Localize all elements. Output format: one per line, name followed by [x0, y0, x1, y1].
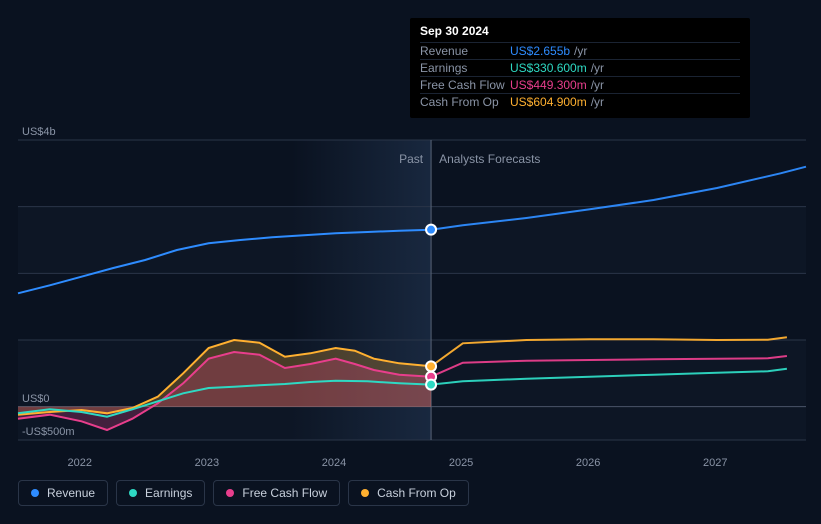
- tooltip-value: US$2.655b: [510, 44, 570, 58]
- tooltip-unit: /yr: [591, 95, 604, 109]
- legend-item-earnings[interactable]: Earnings: [116, 480, 205, 506]
- tooltip-row: EarningsUS$330.600m/yr: [420, 59, 740, 76]
- tooltip-key: Revenue: [420, 44, 510, 58]
- x-axis-label: 2026: [576, 457, 600, 469]
- tooltip-unit: /yr: [591, 61, 604, 75]
- marker-earnings: [426, 380, 436, 390]
- y-axis-label: US$0: [22, 393, 50, 405]
- x-axis-label: 2022: [68, 457, 92, 469]
- legend-item-cfo[interactable]: Cash From Op: [348, 480, 469, 506]
- x-axis-label: 2024: [322, 457, 346, 469]
- y-axis-label: -US$500m: [22, 426, 75, 438]
- legend-dot: [226, 489, 234, 497]
- legend-dot: [129, 489, 137, 497]
- x-axis-label: 2025: [449, 457, 473, 469]
- legend-item-fcf[interactable]: Free Cash Flow: [213, 480, 340, 506]
- past-label: Past: [399, 152, 423, 166]
- tooltip-row: RevenueUS$2.655b/yr: [420, 42, 740, 59]
- y-axis-label: US$4b: [22, 126, 56, 138]
- legend-dot: [361, 489, 369, 497]
- marker-revenue: [426, 225, 436, 235]
- legend-label: Cash From Op: [377, 486, 456, 500]
- legend-item-revenue[interactable]: Revenue: [18, 480, 108, 506]
- tooltip-key: Earnings: [420, 61, 510, 75]
- legend-label: Earnings: [145, 486, 192, 500]
- tooltip-value: US$604.900m: [510, 95, 587, 109]
- tooltip-unit: /yr: [574, 44, 587, 58]
- marker-cfo: [426, 361, 436, 371]
- tooltip-key: Cash From Op: [420, 95, 510, 109]
- legend-dot: [31, 489, 39, 497]
- x-axis-label: 2023: [195, 457, 219, 469]
- tooltip-value: US$449.300m: [510, 78, 587, 92]
- tooltip-date: Sep 30 2024: [420, 24, 740, 42]
- tooltip-key: Free Cash Flow: [420, 78, 510, 92]
- tooltip-row: Cash From OpUS$604.900m/yr: [420, 93, 740, 110]
- tooltip-row: Free Cash FlowUS$449.300m/yr: [420, 76, 740, 93]
- tooltip: Sep 30 2024 RevenueUS$2.655b/yrEarningsU…: [410, 18, 750, 118]
- forecast-label: Analysts Forecasts: [439, 152, 540, 166]
- x-axis-label: 2027: [703, 457, 727, 469]
- tooltip-unit: /yr: [591, 78, 604, 92]
- legend-label: Free Cash Flow: [242, 486, 327, 500]
- legend-label: Revenue: [47, 486, 95, 500]
- chart-container: Sep 30 2024 RevenueUS$2.655b/yrEarningsU…: [0, 0, 821, 524]
- legend: Revenue Earnings Free Cash Flow Cash From O…: [18, 480, 469, 506]
- tooltip-value: US$330.600m: [510, 61, 587, 75]
